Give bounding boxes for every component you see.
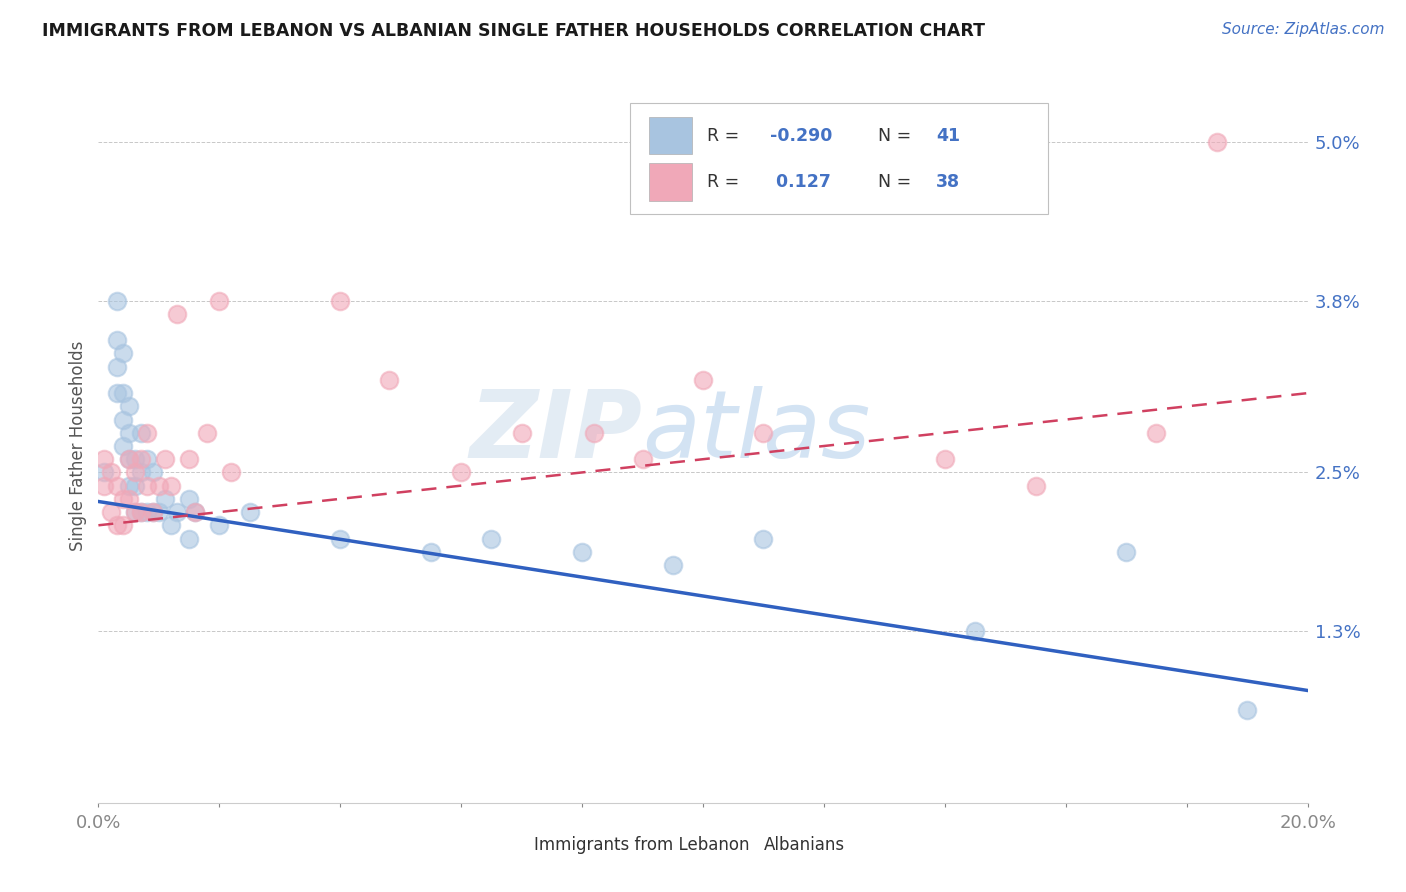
Point — [1206, 135, 1229, 149]
Point — [481, 532, 503, 546]
Point — [510, 425, 533, 440]
Point — [129, 505, 152, 519]
Point — [377, 373, 399, 387]
Text: Albanians: Albanians — [763, 836, 845, 854]
Point — [221, 466, 243, 480]
Point — [583, 425, 606, 440]
Point — [105, 386, 128, 401]
Point — [105, 518, 128, 533]
Text: R =: R = — [707, 127, 744, 145]
Point — [118, 478, 141, 492]
Text: N =: N = — [879, 173, 917, 191]
Point — [631, 452, 654, 467]
Point — [1236, 703, 1258, 717]
Text: -0.290: -0.290 — [769, 127, 832, 145]
Point — [329, 532, 352, 546]
Point — [111, 518, 134, 533]
Text: ZIP: ZIP — [470, 385, 643, 478]
Point — [148, 478, 170, 492]
Point — [1115, 545, 1137, 559]
Text: N =: N = — [879, 127, 917, 145]
Point — [118, 452, 141, 467]
Point — [208, 293, 231, 308]
Point — [118, 400, 141, 414]
FancyBboxPatch shape — [648, 163, 692, 201]
Point — [124, 478, 146, 492]
Y-axis label: Single Father Households: Single Father Households — [69, 341, 87, 551]
Point — [118, 425, 141, 440]
Point — [153, 452, 176, 467]
Point — [135, 425, 157, 440]
Point — [752, 425, 775, 440]
Point — [111, 386, 134, 401]
Point — [661, 558, 683, 572]
Point — [184, 505, 207, 519]
Point — [179, 452, 201, 467]
Point — [105, 293, 128, 308]
Point — [124, 466, 146, 480]
FancyBboxPatch shape — [648, 117, 692, 154]
Point — [934, 452, 956, 467]
Point — [111, 439, 134, 453]
Point — [111, 346, 134, 360]
Point — [1024, 478, 1046, 492]
Point — [166, 505, 188, 519]
Point — [111, 412, 134, 426]
Text: 38: 38 — [936, 173, 960, 191]
Point — [142, 505, 165, 519]
Point — [239, 505, 262, 519]
Point — [571, 545, 593, 559]
Point — [93, 466, 115, 480]
Point — [179, 532, 201, 546]
Point — [160, 478, 183, 492]
Text: 0.127: 0.127 — [769, 173, 831, 191]
Point — [118, 452, 141, 467]
Point — [752, 532, 775, 546]
FancyBboxPatch shape — [630, 103, 1047, 214]
FancyBboxPatch shape — [495, 832, 526, 858]
Point — [105, 359, 128, 374]
Text: IMMIGRANTS FROM LEBANON VS ALBANIAN SINGLE FATHER HOUSEHOLDS CORRELATION CHART: IMMIGRANTS FROM LEBANON VS ALBANIAN SING… — [42, 22, 986, 40]
Point — [124, 505, 146, 519]
Point — [142, 505, 165, 519]
Point — [1144, 425, 1167, 440]
Point — [129, 425, 152, 440]
Text: Source: ZipAtlas.com: Source: ZipAtlas.com — [1222, 22, 1385, 37]
Point — [329, 293, 352, 308]
Point — [93, 478, 115, 492]
Point — [195, 425, 218, 440]
Point — [208, 518, 231, 533]
Point — [105, 333, 128, 347]
Point — [129, 466, 152, 480]
Point — [135, 452, 157, 467]
Point — [135, 505, 157, 519]
Point — [111, 491, 134, 506]
Point — [166, 307, 188, 321]
Text: 41: 41 — [936, 127, 960, 145]
Point — [129, 505, 152, 519]
Point — [100, 466, 122, 480]
Point — [450, 466, 472, 480]
Point — [692, 373, 714, 387]
Point — [184, 505, 207, 519]
Point — [153, 491, 176, 506]
Point — [965, 624, 987, 638]
Point — [135, 478, 157, 492]
Point — [129, 452, 152, 467]
Text: Immigrants from Lebanon: Immigrants from Lebanon — [534, 836, 749, 854]
Point — [179, 491, 201, 506]
Point — [105, 478, 128, 492]
FancyBboxPatch shape — [724, 832, 756, 858]
Point — [100, 505, 122, 519]
Text: atlas: atlas — [643, 386, 870, 477]
Point — [142, 466, 165, 480]
Point — [124, 452, 146, 467]
Point — [93, 452, 115, 467]
Point — [148, 505, 170, 519]
Point — [160, 518, 183, 533]
Text: R =: R = — [707, 173, 744, 191]
Point — [124, 505, 146, 519]
Point — [118, 491, 141, 506]
Point — [420, 545, 443, 559]
